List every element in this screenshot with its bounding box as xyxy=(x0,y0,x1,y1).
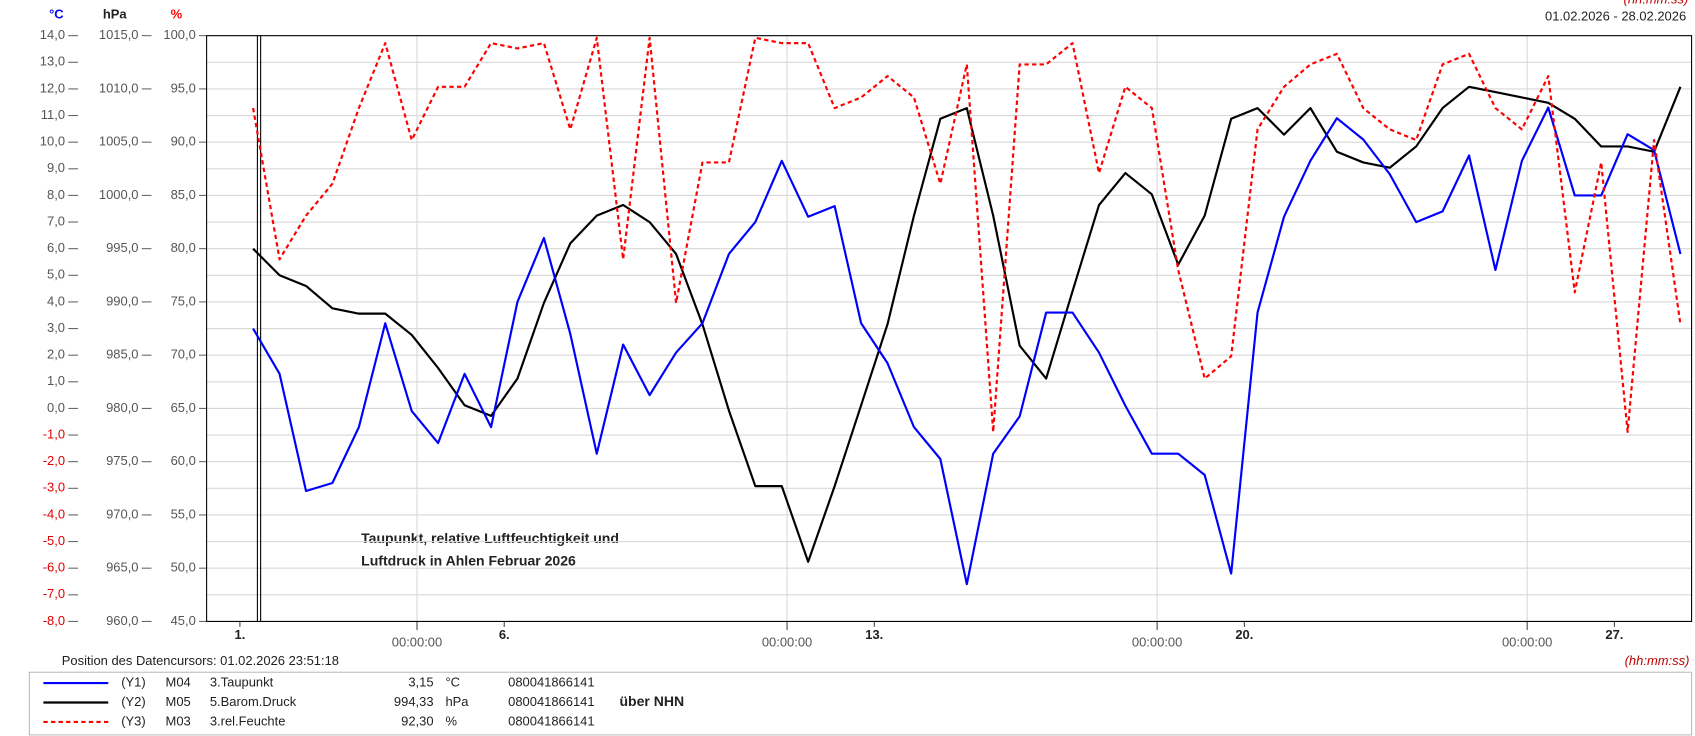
legend-unit: °C xyxy=(445,674,460,689)
x-tick-label: 00:00:00 xyxy=(1502,634,1552,649)
y-tick-label: 965,0 xyxy=(106,560,138,575)
series-line xyxy=(252,36,1682,433)
x-tick-label: 27. xyxy=(1605,627,1623,642)
legend-value: 92,30 xyxy=(401,713,433,728)
y-tick-label: 1010,0 xyxy=(99,80,139,95)
legend-serial: 080041866141 xyxy=(508,674,594,689)
x-tick-label: 1. xyxy=(235,627,246,642)
y3-axis-unit: % xyxy=(171,7,183,22)
x-tick-label: 20. xyxy=(1235,627,1253,642)
x-tick-label: 6. xyxy=(499,627,510,642)
y-tick-label: -3,0 xyxy=(43,480,65,495)
y-tick-label: 85,0 xyxy=(171,187,196,202)
y-tick-label: 980,0 xyxy=(106,400,138,415)
legend-value: 3,15 xyxy=(408,674,433,689)
date-range: 01.02.2026 - 28.02.2026 xyxy=(1545,9,1686,24)
y-tick-label: 60,0 xyxy=(171,453,196,468)
y-tick-label: 14,0 xyxy=(40,27,65,42)
y-tick-label: 10,0 xyxy=(40,134,65,149)
legend-unit: % xyxy=(445,713,457,728)
annotation: Taupunkt, relative Luftfeuchtigkeit und xyxy=(361,530,619,546)
y-tick-label: 80,0 xyxy=(171,240,196,255)
plot-border xyxy=(206,35,1693,622)
x-tick-label: 00:00:00 xyxy=(1132,634,1182,649)
y-tick-label: 7,0 xyxy=(47,213,65,228)
y-tick-label: 2,0 xyxy=(47,347,65,362)
legend-axis: (Y3) xyxy=(121,713,145,728)
legend-axis: (Y1) xyxy=(121,674,145,689)
y-tick-label: 90,0 xyxy=(171,134,196,149)
y-tick-label: 3,0 xyxy=(47,320,65,335)
y-tick-label: 1000,0 xyxy=(99,187,139,202)
y-tick-label: 8,0 xyxy=(47,187,65,202)
series-line xyxy=(252,85,1682,563)
legend-name: 3.Taupunkt xyxy=(210,674,274,689)
y-tick-label: 9,0 xyxy=(47,160,65,175)
legend-channel: M03 xyxy=(166,713,191,728)
y-axis-unit: °C xyxy=(49,7,64,22)
series-line xyxy=(252,106,1682,586)
y-tick-label: 70,0 xyxy=(171,347,196,362)
y-tick-label: 990,0 xyxy=(106,293,138,308)
time-unit-bottom: (hh:mm:ss) xyxy=(1625,653,1690,668)
legend-serial: 080041866141 xyxy=(508,694,594,709)
y-tick-label: 1005,0 xyxy=(99,134,139,149)
y-tick-label: -5,0 xyxy=(43,533,65,548)
y-tick-label: 970,0 xyxy=(106,506,138,521)
legend-serial: 080041866141 xyxy=(508,713,594,728)
y-tick-label: -4,0 xyxy=(43,506,65,521)
y-tick-label: 1015,0 xyxy=(99,27,139,42)
y-tick-label: 50,0 xyxy=(171,560,196,575)
x-tick-label: 00:00:00 xyxy=(392,634,442,649)
legend-table xyxy=(28,671,1693,736)
y-tick-label: 985,0 xyxy=(106,347,138,362)
y-tick-label: 5,0 xyxy=(47,267,65,282)
legend-name: 5.Barom.Druck xyxy=(210,694,297,709)
legend-axis: (Y2) xyxy=(121,694,145,709)
y-tick-label: -6,0 xyxy=(43,560,65,575)
y-tick-label: 12,0 xyxy=(40,80,65,95)
y-tick-label: -7,0 xyxy=(43,586,65,601)
y-tick-label: 0,0 xyxy=(47,400,65,415)
annotation: Luftdruck in Ahlen Februar 2026 xyxy=(361,553,576,569)
y-tick-label: 4,0 xyxy=(47,293,65,308)
time-unit-top: (hh:mm:ss) xyxy=(1624,0,1689,6)
legend-name: 3.rel.Feuchte xyxy=(210,713,286,728)
y2-axis-unit: hPa xyxy=(103,7,128,22)
y-tick-label: 11,0 xyxy=(41,107,65,122)
legend-note: über NHN xyxy=(619,693,684,709)
y-tick-label: 960,0 xyxy=(106,613,138,628)
y-tick-label: -2,0 xyxy=(43,453,65,468)
x-tick-label: 13. xyxy=(865,627,883,642)
y-tick-label: 55,0 xyxy=(171,506,196,521)
y-tick-label: 6,0 xyxy=(47,240,65,255)
y-tick-label: 95,0 xyxy=(171,80,196,95)
cursor-text: Position des Datencursors: 01.02.2026 23… xyxy=(62,653,339,668)
y-tick-label: 13,0 xyxy=(40,54,65,69)
y-tick-label: 75,0 xyxy=(171,293,196,308)
y-tick-label: -8,0 xyxy=(43,613,65,628)
legend-channel: M05 xyxy=(166,694,191,709)
y-tick-label: -1,0 xyxy=(43,426,65,441)
legend-channel: M04 xyxy=(166,674,191,689)
legend-value: 994,33 xyxy=(394,694,434,709)
y-tick-label: 1,0 xyxy=(47,373,65,388)
y-tick-label: 100,0 xyxy=(163,27,195,42)
x-tick-label: 00:00:00 xyxy=(762,634,812,649)
y-tick-label: 65,0 xyxy=(171,400,196,415)
legend-unit: hPa xyxy=(445,694,469,709)
y-tick-label: 995,0 xyxy=(106,240,138,255)
y-tick-label: 975,0 xyxy=(106,453,138,468)
y-tick-label: 45,0 xyxy=(171,613,196,628)
